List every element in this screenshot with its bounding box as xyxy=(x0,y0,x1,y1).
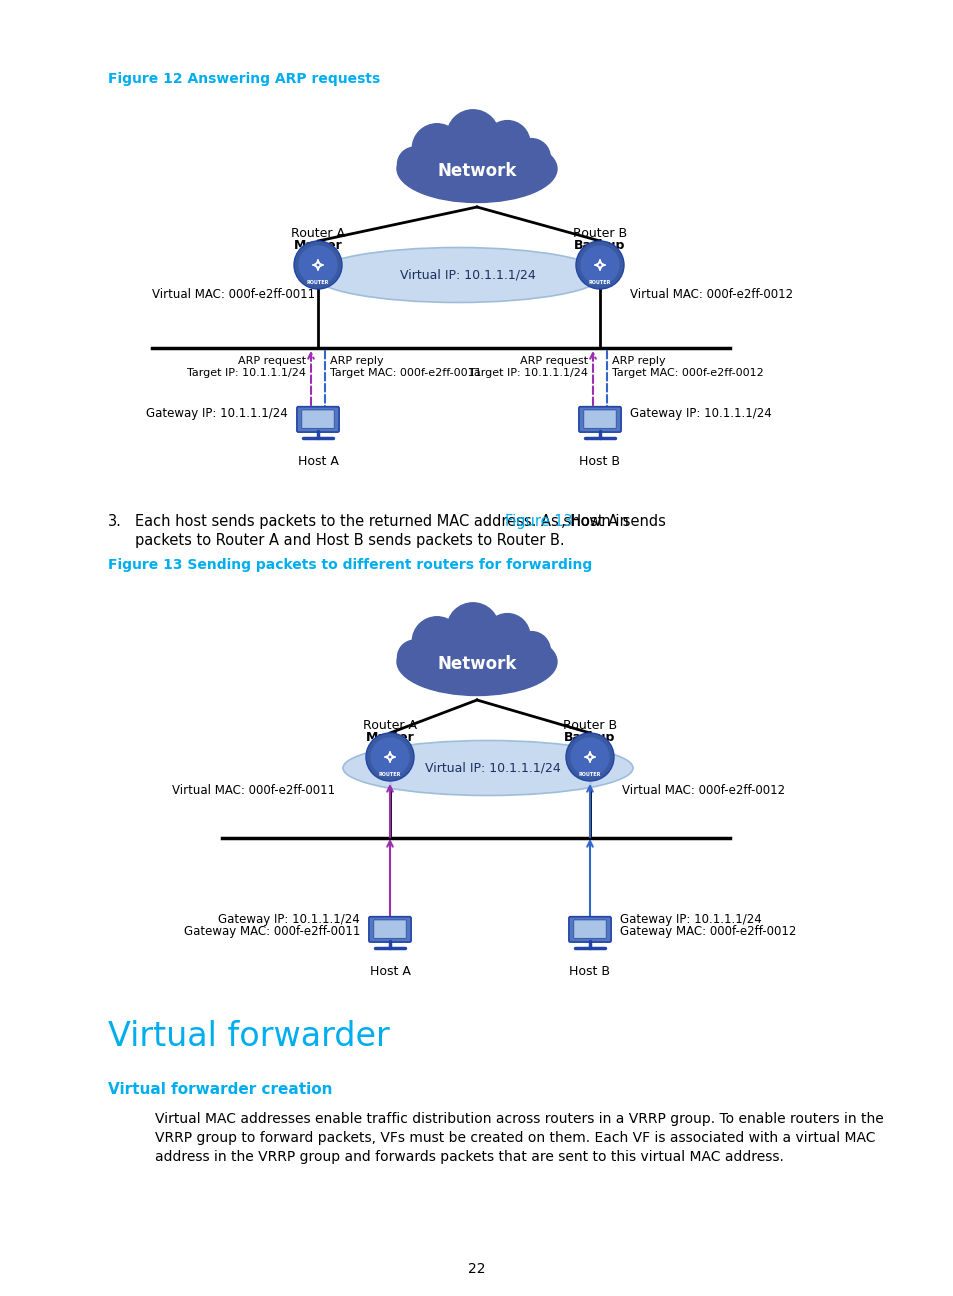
Text: Network: Network xyxy=(436,654,517,673)
Text: Gateway IP: 10.1.1.1/24: Gateway IP: 10.1.1.1/24 xyxy=(146,407,288,420)
Text: Figure 12 Answering ARP requests: Figure 12 Answering ARP requests xyxy=(108,73,380,86)
Circle shape xyxy=(397,640,432,674)
FancyBboxPatch shape xyxy=(578,407,620,432)
Text: address in the VRRP group and forwards packets that are sent to this virtual MAC: address in the VRRP group and forwards p… xyxy=(154,1150,783,1164)
Text: packets to Router A and Host B sends packets to Router B.: packets to Router A and Host B sends pac… xyxy=(135,533,564,548)
Text: Host A: Host A xyxy=(297,455,338,468)
Text: VRRP group to forward packets, VFs must be created on them. Each VF is associate: VRRP group to forward packets, VFs must … xyxy=(154,1131,875,1144)
Ellipse shape xyxy=(396,629,557,696)
Text: Master: Master xyxy=(365,731,414,744)
Ellipse shape xyxy=(313,248,602,302)
Circle shape xyxy=(565,734,614,781)
Circle shape xyxy=(412,617,461,666)
Text: Host A: Host A xyxy=(369,966,410,978)
Text: Target MAC: 000f-e2ff-0011: Target MAC: 000f-e2ff-0011 xyxy=(330,368,481,378)
FancyBboxPatch shape xyxy=(583,410,616,428)
Text: Virtual MAC: 000f-e2ff-0011: Virtual MAC: 000f-e2ff-0011 xyxy=(152,289,314,302)
Circle shape xyxy=(512,631,550,670)
Text: Virtual forwarder: Virtual forwarder xyxy=(108,1020,390,1052)
Circle shape xyxy=(366,734,414,781)
FancyBboxPatch shape xyxy=(568,916,611,942)
Text: Each host sends packets to the returned MAC address. As shown in: Each host sends packets to the returned … xyxy=(135,515,633,529)
Circle shape xyxy=(412,123,461,174)
Ellipse shape xyxy=(396,135,557,202)
Text: Gateway MAC: 000f-e2ff-0012: Gateway MAC: 000f-e2ff-0012 xyxy=(619,925,796,938)
Circle shape xyxy=(397,148,432,181)
Circle shape xyxy=(484,613,529,658)
FancyBboxPatch shape xyxy=(573,920,605,938)
Text: Gateway IP: 10.1.1.1/24: Gateway IP: 10.1.1.1/24 xyxy=(619,912,760,927)
Circle shape xyxy=(576,241,623,289)
Text: ARP reply: ARP reply xyxy=(330,356,383,365)
Text: Router B: Router B xyxy=(562,719,617,732)
Text: Backup: Backup xyxy=(574,238,625,251)
Text: , Host A sends: , Host A sends xyxy=(560,515,665,529)
Circle shape xyxy=(484,121,529,166)
Text: ARP reply: ARP reply xyxy=(612,356,665,365)
Text: Target MAC: 000f-e2ff-0012: Target MAC: 000f-e2ff-0012 xyxy=(612,368,763,378)
FancyBboxPatch shape xyxy=(296,407,338,432)
Text: ARP request: ARP request xyxy=(519,356,587,365)
FancyBboxPatch shape xyxy=(301,410,334,428)
Circle shape xyxy=(570,737,609,776)
Circle shape xyxy=(298,245,337,285)
Text: Virtual MAC: 000f-e2ff-0011: Virtual MAC: 000f-e2ff-0011 xyxy=(172,784,335,797)
Ellipse shape xyxy=(343,740,633,796)
Text: Gateway IP: 10.1.1.1/24: Gateway IP: 10.1.1.1/24 xyxy=(218,912,359,927)
Text: ROUTER: ROUTER xyxy=(307,280,329,285)
Text: Master: Master xyxy=(294,238,342,251)
Text: Target IP: 10.1.1.1/24: Target IP: 10.1.1.1/24 xyxy=(469,368,587,378)
Text: ARP request: ARP request xyxy=(237,356,306,365)
Text: 3.: 3. xyxy=(108,515,122,529)
Text: Gateway IP: 10.1.1.1/24: Gateway IP: 10.1.1.1/24 xyxy=(629,407,771,420)
Text: Host B: Host B xyxy=(578,455,619,468)
Circle shape xyxy=(579,245,619,285)
FancyBboxPatch shape xyxy=(369,916,411,942)
Circle shape xyxy=(370,737,409,776)
Text: Virtual forwarder creation: Virtual forwarder creation xyxy=(108,1082,333,1096)
Circle shape xyxy=(294,241,341,289)
Circle shape xyxy=(512,139,550,176)
Text: ROUTER: ROUTER xyxy=(378,772,401,776)
Text: ROUTER: ROUTER xyxy=(588,280,611,285)
Text: Virtual IP: 10.1.1.1/24: Virtual IP: 10.1.1.1/24 xyxy=(425,762,560,775)
Text: Backup: Backup xyxy=(564,731,615,744)
Text: Router B: Router B xyxy=(573,227,626,240)
Text: Virtual IP: 10.1.1.1/24: Virtual IP: 10.1.1.1/24 xyxy=(399,268,536,281)
Text: Figure 13 Sending packets to different routers for forwarding: Figure 13 Sending packets to different r… xyxy=(108,559,592,572)
Text: Virtual MAC: 000f-e2ff-0012: Virtual MAC: 000f-e2ff-0012 xyxy=(629,289,792,302)
Text: Gateway MAC: 000f-e2ff-0011: Gateway MAC: 000f-e2ff-0011 xyxy=(183,925,359,938)
Text: Target IP: 10.1.1.1/24: Target IP: 10.1.1.1/24 xyxy=(187,368,306,378)
Text: Network: Network xyxy=(436,162,517,180)
Circle shape xyxy=(446,110,498,162)
Circle shape xyxy=(446,603,498,654)
Text: ROUTER: ROUTER xyxy=(578,772,600,776)
Text: Host B: Host B xyxy=(569,966,610,978)
Text: Figure 13: Figure 13 xyxy=(504,515,572,529)
Text: Virtual MAC: 000f-e2ff-0012: Virtual MAC: 000f-e2ff-0012 xyxy=(621,784,784,797)
Text: Virtual MAC addresses enable traffic distribution across routers in a VRRP group: Virtual MAC addresses enable traffic dis… xyxy=(154,1112,882,1126)
Text: Router A: Router A xyxy=(363,719,416,732)
Text: 22: 22 xyxy=(468,1262,485,1277)
FancyBboxPatch shape xyxy=(374,920,406,938)
Text: Router A: Router A xyxy=(291,227,345,240)
